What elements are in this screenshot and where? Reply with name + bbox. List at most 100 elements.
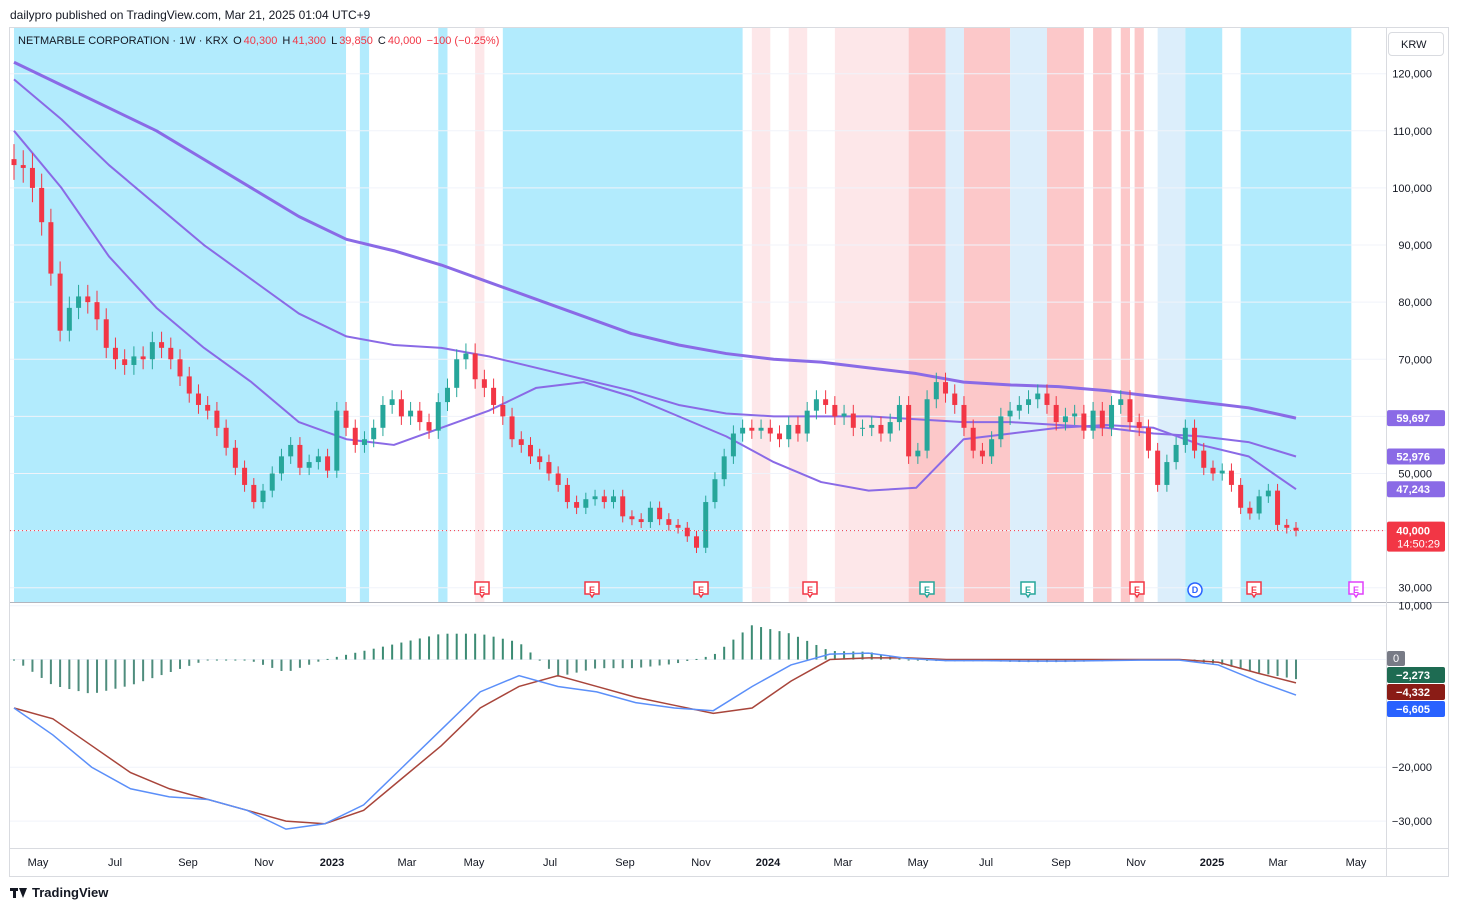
candle-body <box>85 296 91 303</box>
candle-body <box>214 410 220 428</box>
histogram-bar <box>132 659 135 685</box>
candle-body <box>860 427 866 429</box>
tradingview-logo-icon <box>10 887 28 899</box>
candle-body <box>896 404 902 423</box>
histogram-bar <box>741 632 744 660</box>
candle-body <box>1053 404 1059 423</box>
open-value: 40,300 <box>243 35 278 47</box>
candle-body <box>343 410 349 428</box>
candle-body <box>555 473 561 485</box>
histogram-bar <box>870 652 873 660</box>
candle-body <box>76 296 82 308</box>
histogram-bar <box>806 640 809 660</box>
tradingview-footer: TradingView <box>10 885 108 900</box>
histogram-bar <box>501 638 504 660</box>
candle-body <box>1210 467 1216 474</box>
background-zone <box>475 28 485 602</box>
candle-body <box>297 444 303 468</box>
earnings-marker <box>1129 581 1145 599</box>
histogram-bar <box>658 659 661 666</box>
histogram-bar <box>105 659 108 691</box>
candle-body <box>1192 427 1198 451</box>
earnings-marker <box>474 581 490 599</box>
candle-body <box>1016 404 1022 411</box>
histogram-bar <box>280 659 283 671</box>
earnings-marker <box>1246 581 1262 599</box>
histogram-bar <box>77 659 80 692</box>
histogram-bar <box>594 659 597 669</box>
background-zone <box>963 28 1011 602</box>
histogram-bar <box>732 639 735 660</box>
candle-body <box>1155 450 1161 485</box>
histogram-bar <box>428 636 431 660</box>
candle-body <box>20 165 26 168</box>
histogram-bar <box>815 644 818 660</box>
last-price-label: 40,000 <box>1396 526 1430 538</box>
candle-body <box>749 427 755 431</box>
histogram-bar <box>86 659 89 694</box>
candle-body <box>48 222 54 274</box>
candle-body <box>906 404 912 457</box>
x-tick-label: Jul <box>108 857 122 869</box>
candle-body <box>694 536 700 548</box>
candle-body <box>352 427 358 445</box>
candle-body <box>481 379 487 388</box>
histogram-bar <box>833 651 836 660</box>
candle-body <box>1090 410 1096 431</box>
background-zone <box>14 28 347 602</box>
candle-body <box>334 410 340 471</box>
histogram-bar <box>68 659 71 690</box>
histogram-bar <box>760 627 763 660</box>
candle-body <box>306 462 312 468</box>
event-marker-label: E <box>807 585 813 595</box>
y-tick-label: 120,000 <box>1392 69 1432 81</box>
histogram-bar <box>529 652 532 660</box>
candle-body <box>472 353 478 380</box>
background-zone <box>1240 28 1352 602</box>
candle-body <box>1081 413 1087 431</box>
candle-body <box>251 484 257 503</box>
histogram-bar <box>483 634 486 660</box>
y-tick-label: 110,000 <box>1393 126 1432 138</box>
candle-body <box>1219 470 1225 474</box>
candle-body <box>103 319 109 348</box>
event-marker-label: E <box>589 585 595 595</box>
event-marker-label: E <box>924 585 930 595</box>
candle-body <box>66 307 72 331</box>
candle-body <box>564 484 570 503</box>
change-value: −100 (−0.25%) <box>426 35 500 47</box>
background-zone <box>1185 28 1223 602</box>
histogram-bar <box>391 644 394 660</box>
histogram-bar <box>879 654 882 660</box>
candle-body <box>371 427 377 440</box>
histogram-bar <box>769 629 772 660</box>
x-tick-label: May <box>908 857 929 869</box>
histogram-bar <box>308 659 311 665</box>
countdown-label: 14:50:29 <box>1397 539 1440 551</box>
candle-body <box>408 410 414 417</box>
histogram-bar <box>289 659 292 671</box>
candle-body <box>730 433 736 457</box>
ma-label-3-bg <box>1387 481 1445 498</box>
candle-body <box>278 456 284 474</box>
histogram-bar <box>557 659 560 677</box>
earnings-marker <box>1020 581 1036 599</box>
candle-body <box>195 393 201 405</box>
histogram-bar <box>677 659 680 664</box>
histogram-bar <box>31 659 34 672</box>
signal-value-label-bg <box>1387 684 1445 700</box>
macd-line <box>13 652 1297 830</box>
histogram-bar <box>114 659 117 689</box>
histogram-bar <box>778 631 781 660</box>
candle-body <box>887 422 893 434</box>
currency-button[interactable]: KRW <box>1388 32 1444 56</box>
dividend-marker <box>1187 582 1203 598</box>
histogram-bar <box>372 648 375 660</box>
candle-body <box>979 450 985 457</box>
candle-body <box>435 402 441 431</box>
signal-value-label: −4,332 <box>1396 687 1430 699</box>
candle-body <box>629 516 635 520</box>
candle-body <box>1118 399 1124 405</box>
symbol-label: NETMARBLE CORPORATION · 1W · KRX <box>18 35 229 47</box>
